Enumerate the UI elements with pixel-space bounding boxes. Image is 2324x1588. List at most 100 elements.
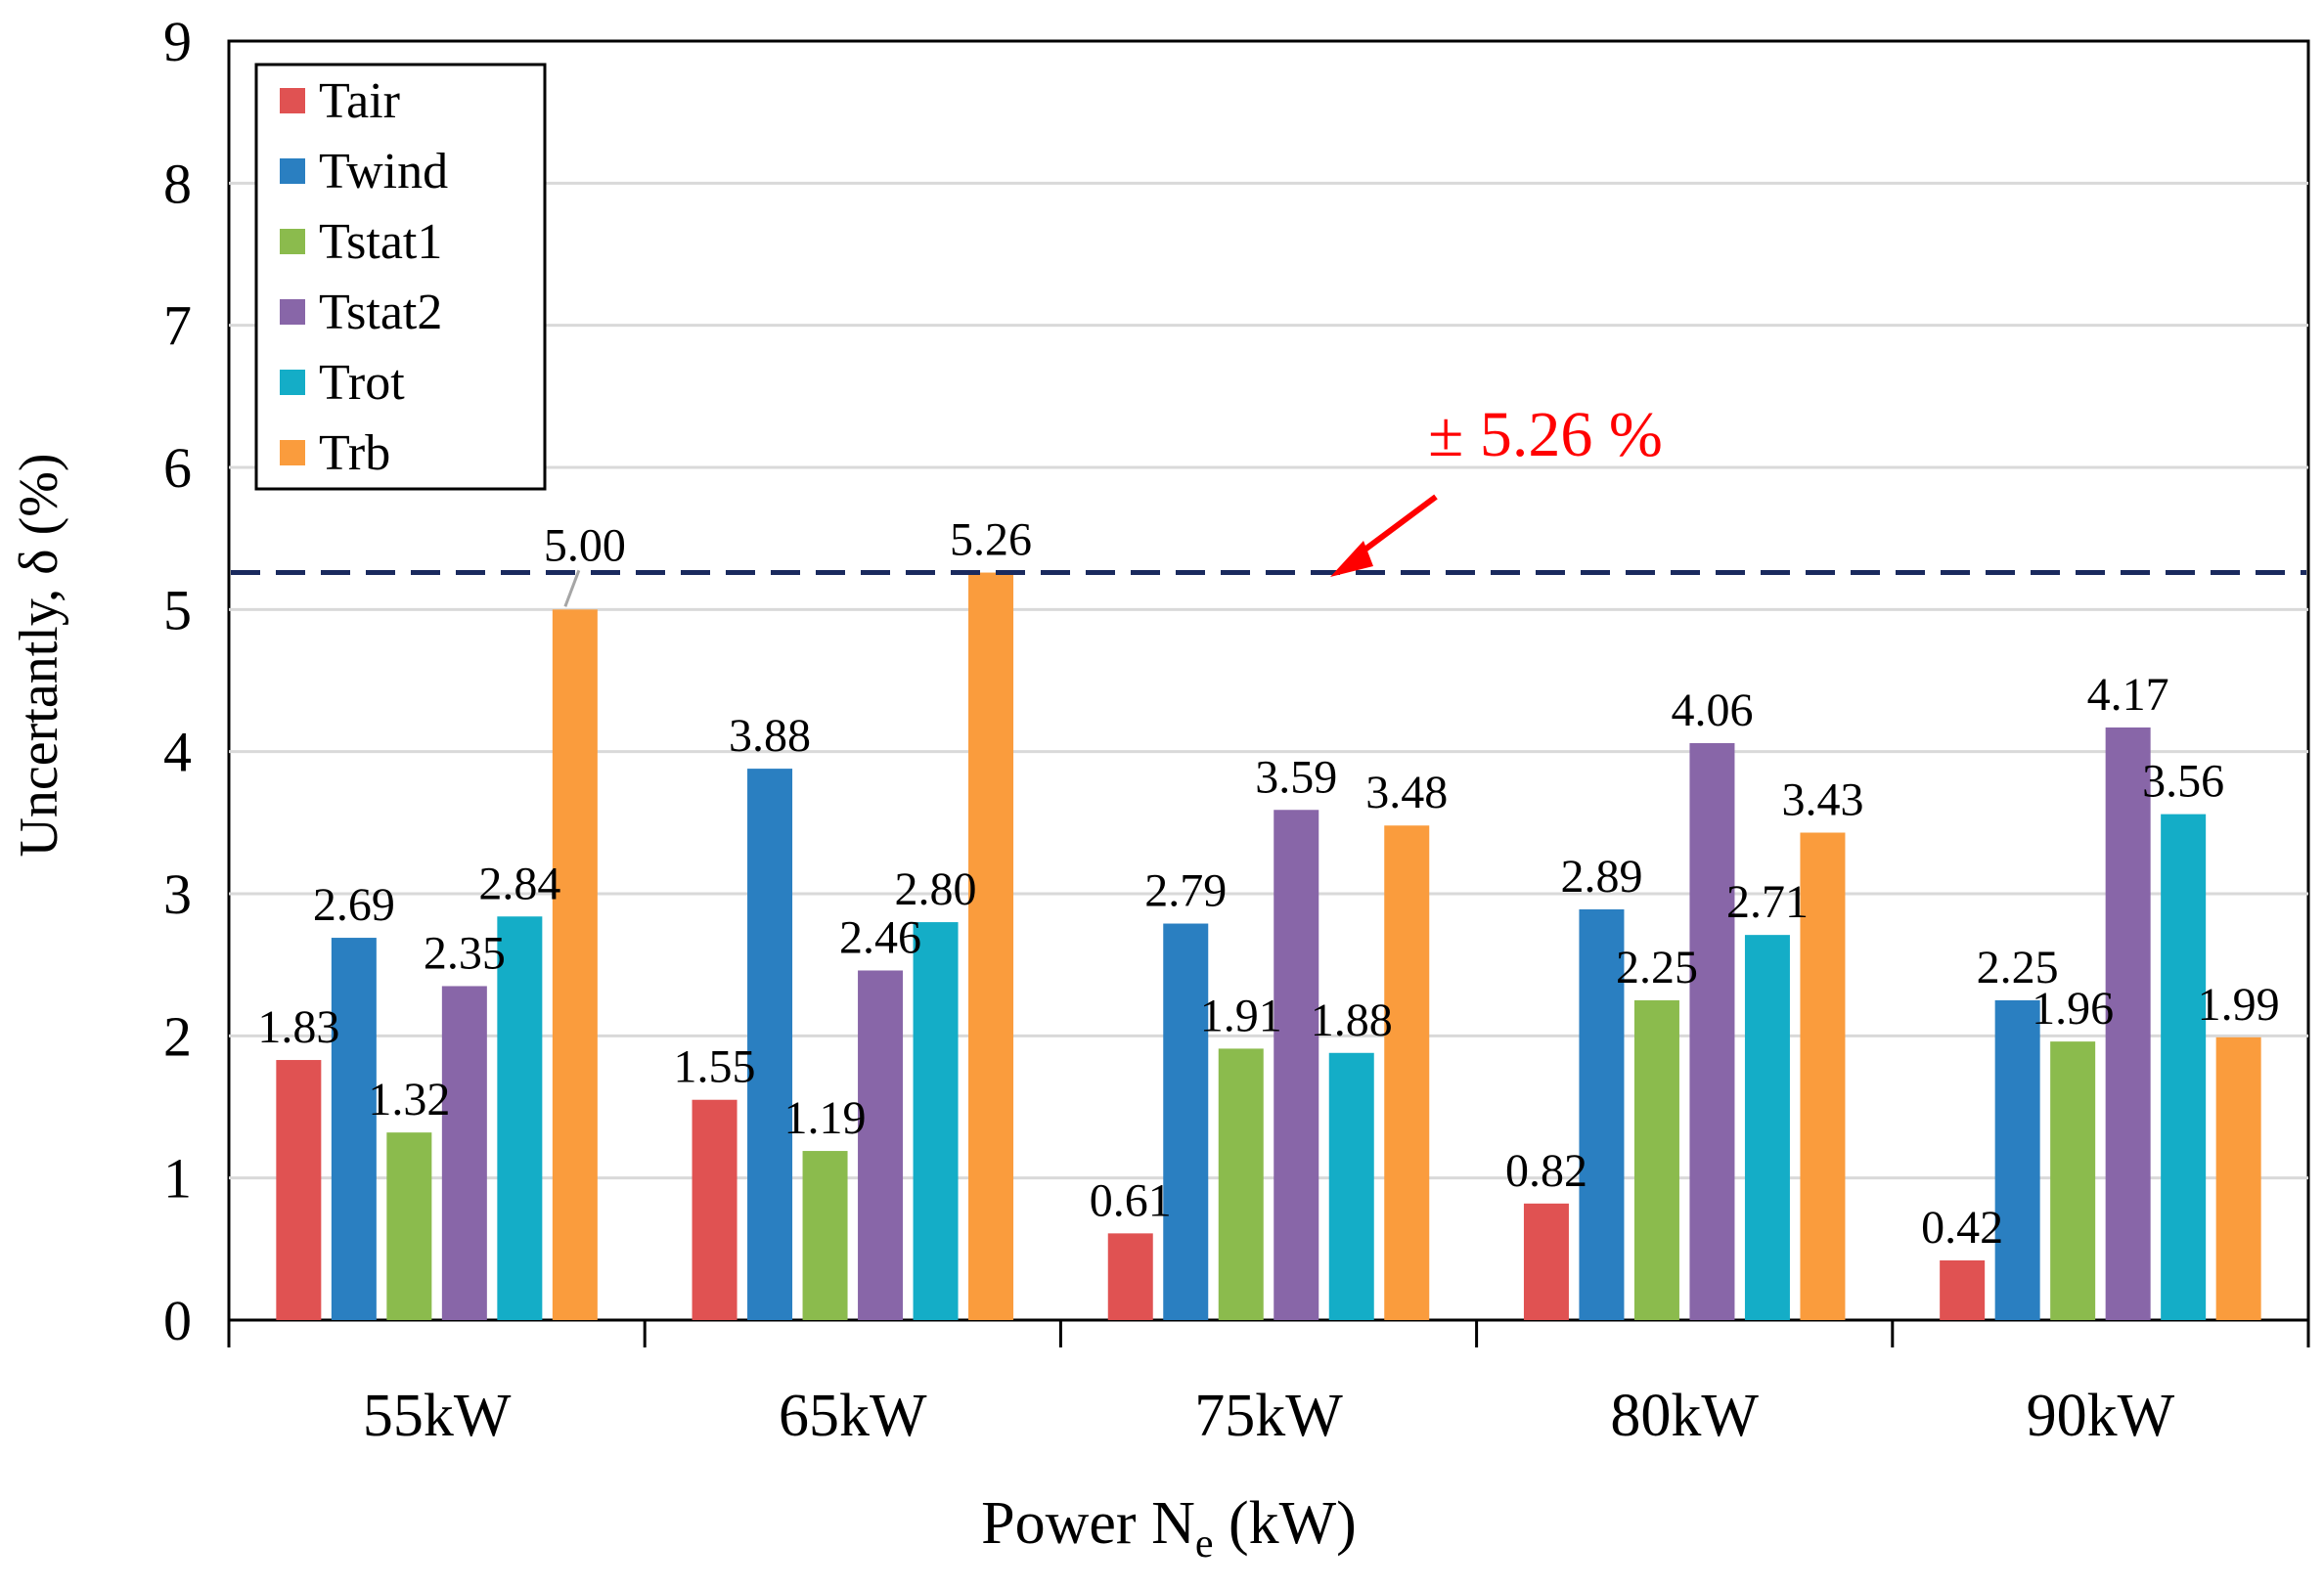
bar-trb: [1800, 832, 1846, 1320]
legend-swatch: [280, 88, 305, 113]
data-label: 0.82: [1505, 1145, 1587, 1197]
data-labels: 1.83 2.69 1.32 2.35 2.84 5.00 1.55 3.88 1.19 2.46…: [257, 514, 2279, 1254]
bar-tstat1: [802, 1151, 848, 1320]
reference-line-label: ± 5.26 %: [1428, 399, 1663, 470]
bar-trb: [1384, 825, 1430, 1320]
legend-label: Tstat2: [319, 285, 442, 340]
data-label: 2.71: [1726, 876, 1809, 928]
y-tick-label: 2: [163, 1004, 192, 1068]
x-tick-label: 75kW: [1194, 1383, 1343, 1449]
data-label: 3.88: [729, 710, 811, 762]
legend-swatch: [280, 440, 305, 465]
bar-tstat2: [441, 986, 487, 1320]
data-label: 5.00: [544, 519, 626, 571]
bar-tstat2: [1274, 810, 1319, 1320]
x-tick-label: 65kW: [779, 1383, 927, 1449]
bar-tstat2: [2105, 727, 2151, 1320]
bar-tstat1: [1633, 1000, 1679, 1320]
data-label: 5.26: [950, 514, 1032, 566]
bar-trb: [552, 609, 598, 1320]
x-axis-title: Power Ne (kW): [981, 1490, 1357, 1566]
data-label: 2.25: [1616, 942, 1698, 993]
data-label: 2.25: [1977, 942, 2059, 993]
y-tick-label: 0: [163, 1289, 192, 1352]
y-tick-label: 5: [163, 578, 192, 641]
data-label: 1.99: [2198, 979, 2280, 1031]
legend-label: Trot: [319, 355, 405, 411]
bar-tair: [1523, 1203, 1569, 1320]
x-axis-title-tail: (kW): [1214, 1490, 1357, 1557]
bar-trot: [2161, 814, 2207, 1320]
y-tick-label: 3: [163, 862, 192, 926]
legend-label: Tstat1: [319, 214, 442, 270]
bar-tair: [276, 1060, 322, 1320]
y-tick-label: 4: [163, 721, 192, 784]
x-tick-label: 80kW: [1610, 1383, 1759, 1449]
data-label: 4.06: [1671, 684, 1753, 736]
y-tick-label: 7: [163, 294, 192, 358]
y-tick-label: 9: [163, 10, 192, 73]
legend-label: Twind: [319, 144, 448, 199]
y-tick-label: 1: [163, 1147, 192, 1211]
bar-tstat1: [386, 1132, 432, 1320]
y-tick-label: 8: [163, 152, 192, 215]
plot-area-frame: [227, 39, 2310, 1322]
data-label: 1.55: [674, 1041, 756, 1093]
bar-twind: [747, 769, 793, 1320]
bar-tair: [692, 1099, 737, 1320]
data-label: 1.88: [1311, 994, 1393, 1046]
legend-swatch: [280, 229, 305, 254]
x-tick-label: 55kW: [363, 1383, 512, 1449]
bar-tstat2: [858, 970, 904, 1320]
bar-tair: [1107, 1233, 1153, 1320]
bar-twind: [331, 938, 377, 1320]
data-label: 2.35: [424, 927, 506, 979]
bar-trot: [1328, 1052, 1374, 1320]
reference-arrow-head: [1330, 541, 1373, 577]
leader-line: [563, 569, 581, 607]
data-label: 3.43: [1781, 774, 1863, 826]
axes: 0 1 2 3 4 5 6 7 8 9 55kW 65kW 75kW 80kW 90kW: [163, 10, 2310, 1449]
legend: Tair Twind Tstat1 Tstat2 Trot Trb: [254, 63, 547, 491]
bar-tair: [1940, 1259, 1986, 1320]
data-label: 0.61: [1090, 1174, 1172, 1226]
data-label: 2.79: [1144, 865, 1227, 917]
data-label: 3.56: [2142, 756, 2224, 808]
bar-twind: [1163, 923, 1209, 1320]
x-axis-title-subscript: e: [1195, 1522, 1214, 1566]
bar-trot: [1744, 935, 1790, 1320]
data-label: 2.80: [895, 863, 977, 915]
legend-swatch: [280, 299, 305, 325]
data-label: 1.19: [784, 1092, 867, 1144]
legend-box: [254, 63, 547, 491]
bar-trb: [2215, 1037, 2261, 1320]
y-tick-label: 6: [163, 436, 192, 500]
data-label: 2.69: [313, 879, 395, 931]
y-axis-title: Uncertantly, δ (%): [9, 453, 69, 857]
bar-tstat1: [2050, 1041, 2096, 1320]
legend-swatch: [280, 370, 305, 395]
reference-line-group: ± 5.26 %: [231, 399, 2306, 577]
bar-trb: [968, 572, 1014, 1320]
legend-swatch: [280, 158, 305, 184]
data-label: 1.96: [2032, 983, 2114, 1035]
bar-tstat1: [1218, 1048, 1264, 1320]
bar-tstat2: [1689, 742, 1735, 1320]
bar-twind: [1579, 908, 1625, 1320]
data-label: 1.32: [368, 1074, 450, 1125]
bar-twind: [1994, 1000, 2040, 1320]
bar-trot: [913, 922, 959, 1320]
data-label: 1.91: [1200, 990, 1282, 1041]
data-label: 2.89: [1560, 851, 1642, 903]
data-label: 3.48: [1365, 767, 1448, 818]
data-label: 2.46: [839, 911, 921, 963]
bars: [276, 572, 2261, 1320]
data-label: 0.42: [1921, 1202, 2003, 1254]
data-label: 3.59: [1255, 751, 1337, 803]
x-tick-label: 90kW: [2027, 1383, 2175, 1449]
bar-trot: [497, 916, 543, 1320]
legend-label: Trb: [319, 425, 390, 481]
x-axis-title-main: Power N: [981, 1490, 1195, 1557]
